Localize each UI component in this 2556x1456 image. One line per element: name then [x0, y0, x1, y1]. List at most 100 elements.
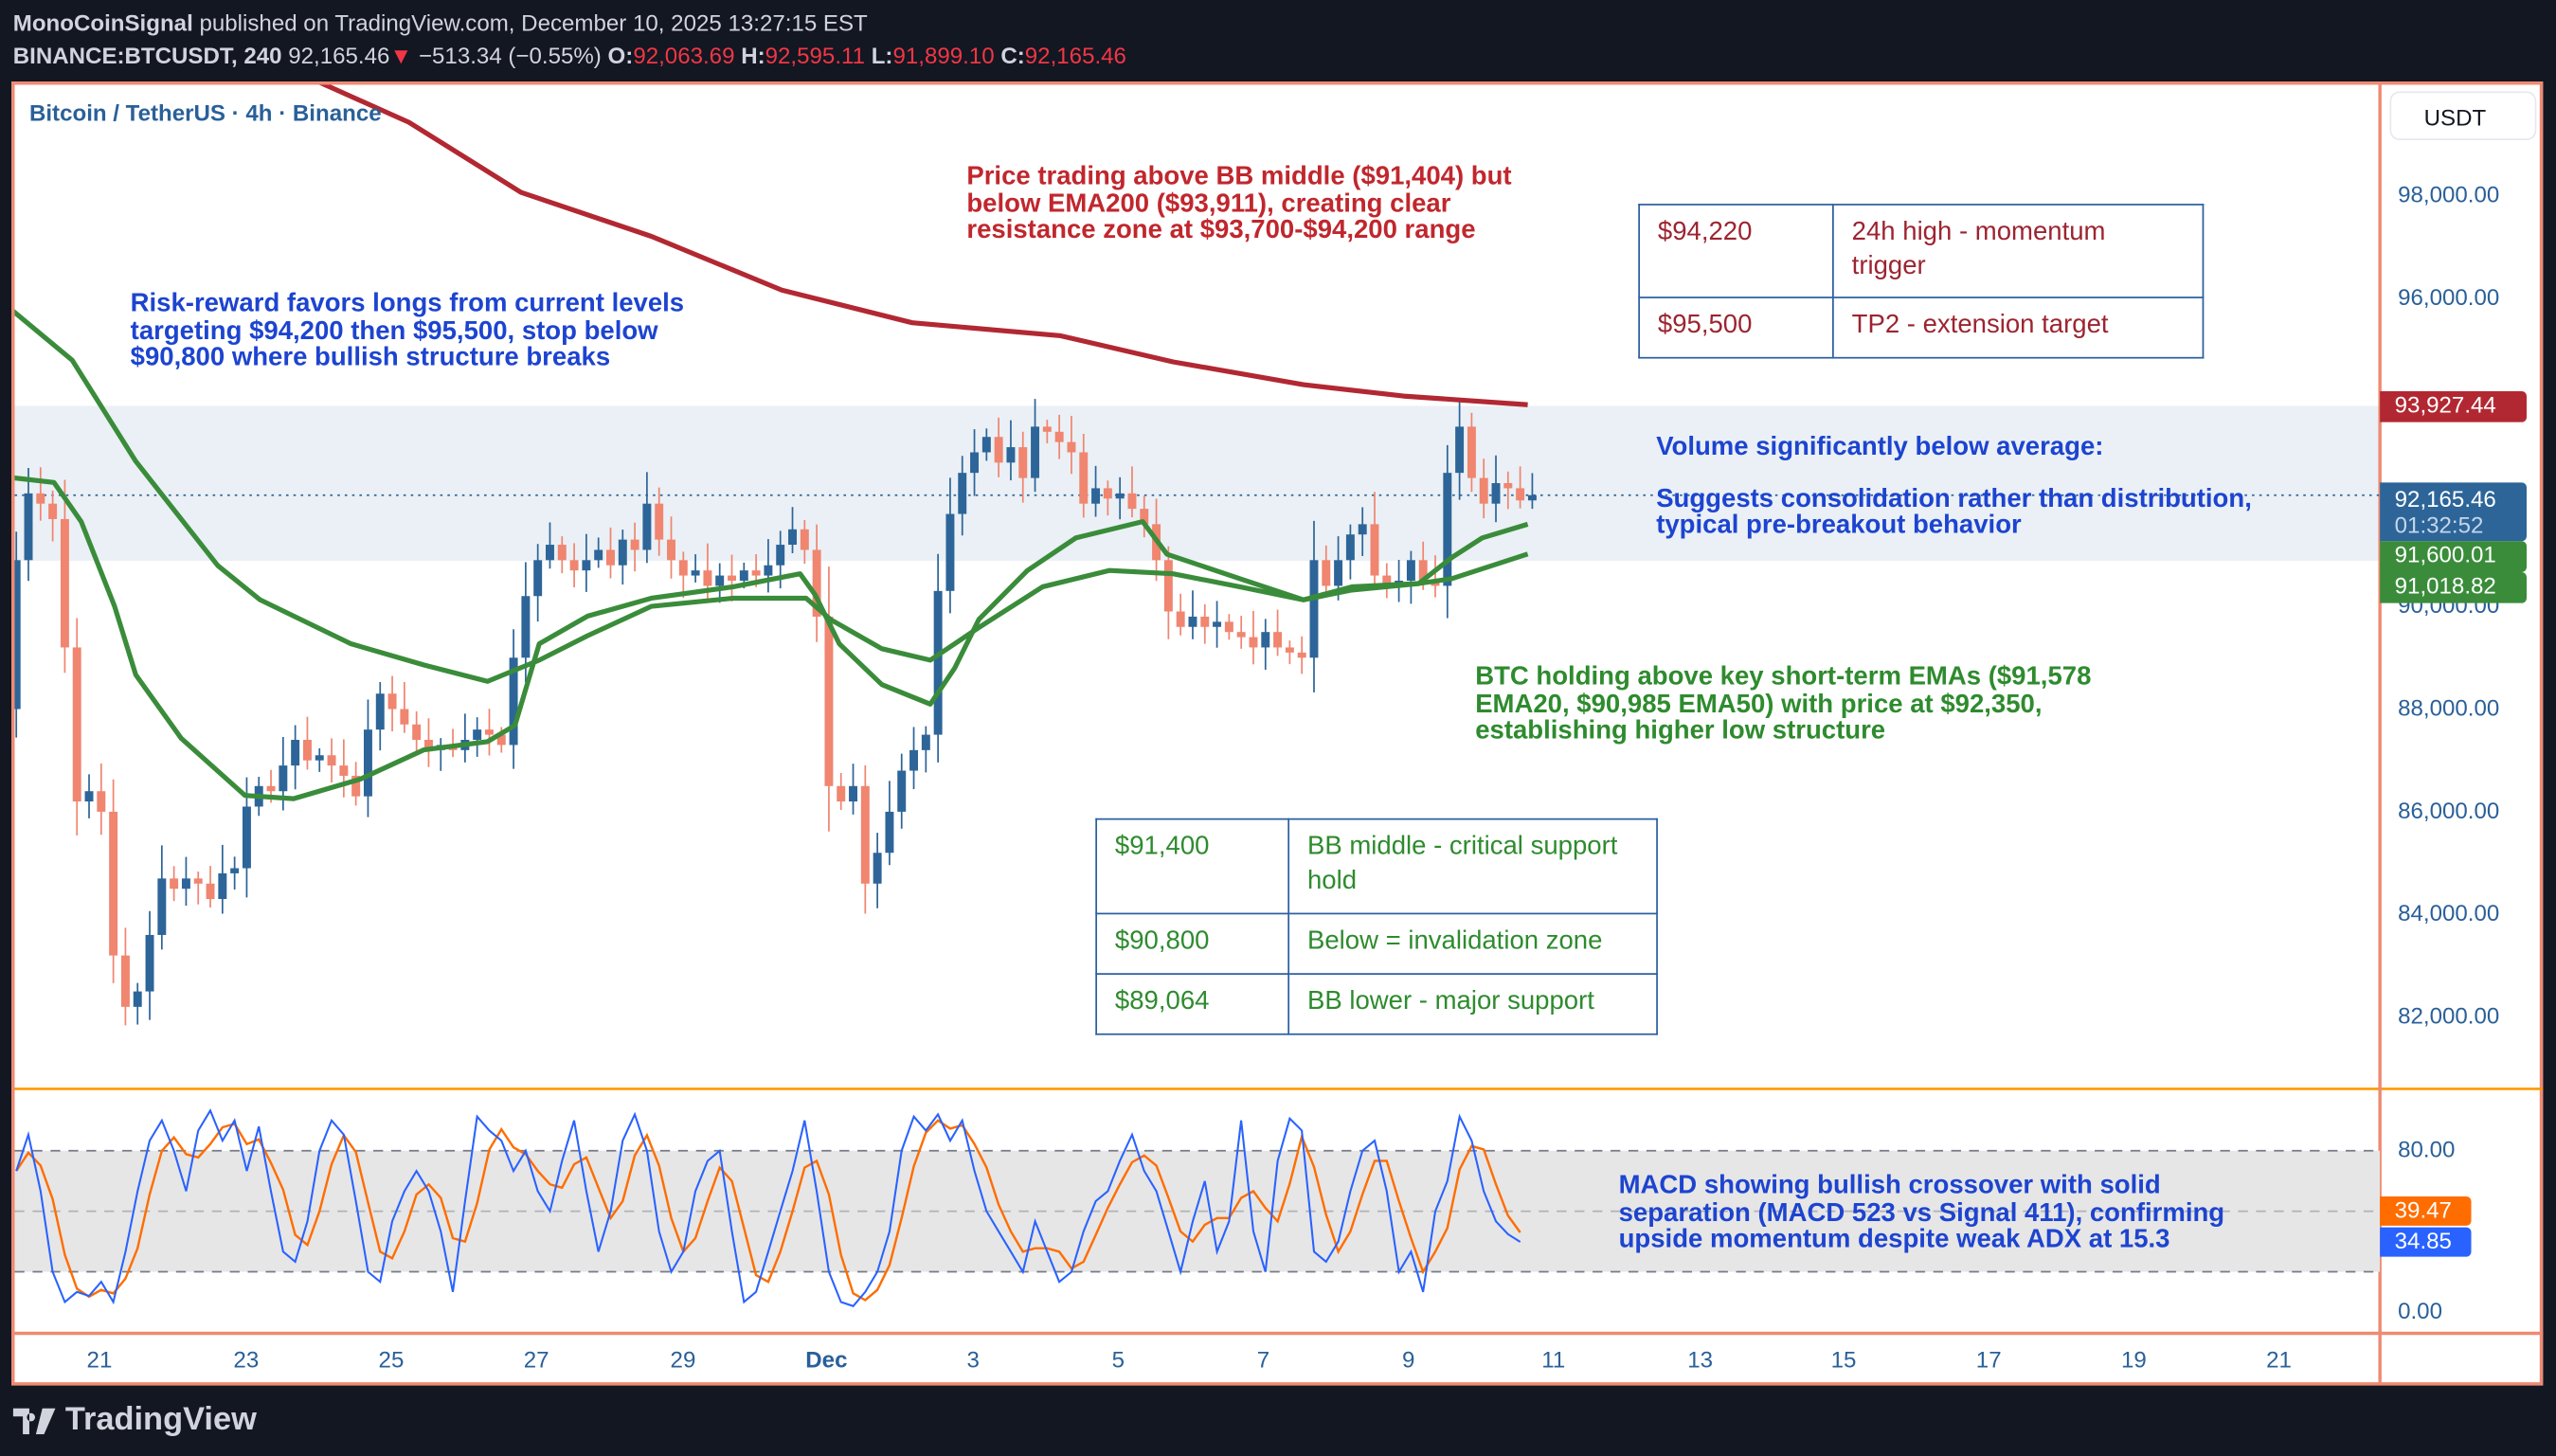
pane-title: Bitcoin / TetherUS · 4h · Binance: [28, 99, 382, 126]
time-tick: 3: [966, 1346, 980, 1373]
time-tick: 7: [1256, 1346, 1270, 1373]
candle-body: [1054, 431, 1064, 442]
bar-countdown: 01:32:52: [2394, 512, 2484, 538]
candle: [423, 718, 433, 767]
candle: [1273, 609, 1283, 656]
candle-body: [824, 616, 834, 786]
candle: [642, 472, 652, 564]
candle-body: [375, 693, 385, 730]
candle-body: [1443, 473, 1452, 586]
candle-body: [849, 785, 857, 802]
time-tick: 19: [2120, 1346, 2147, 1373]
candle-body: [218, 872, 227, 900]
candle: [1467, 412, 1476, 493]
candle-body: [788, 529, 797, 546]
low-value: 91,899.10: [892, 42, 995, 69]
time-tick: 29: [670, 1346, 696, 1373]
candle-body: [655, 503, 664, 540]
candle: [557, 536, 567, 574]
tradingview-logo[interactable]: TradingView: [12, 1402, 257, 1440]
annotation-line: MACD showing bullish crossover with soli…: [1618, 1172, 2161, 1200]
candle-body: [157, 878, 167, 935]
candle-body: [981, 437, 991, 453]
candle-body: [339, 765, 349, 776]
ema50-line: [14, 309, 1529, 684]
high-value: 92,595.11: [765, 42, 866, 69]
candle-body: [715, 575, 725, 586]
candle-body: [606, 549, 615, 566]
candle-body: [569, 560, 579, 571]
time-tick: 25: [378, 1346, 405, 1373]
candle-body: [1018, 447, 1028, 478]
price-tick: 98,000.00: [2398, 180, 2500, 207]
candle-body: [351, 775, 361, 797]
candle: [206, 866, 215, 908]
author-name[interactable]: MonoCoinSignal: [12, 9, 193, 36]
annotation-bb-ema: Price trading above BB middle ($91,404) …: [966, 164, 1511, 245]
candle: [145, 910, 154, 1020]
open-value: 92,063.69: [633, 42, 735, 69]
last-price: 92,165.46: [288, 42, 390, 69]
time-tick: 17: [1975, 1346, 2002, 1373]
publish-line: MonoCoinSignal published on TradingView.…: [13, 9, 868, 36]
candle-body: [1261, 632, 1270, 648]
candle: [170, 866, 179, 902]
candle: [824, 566, 834, 832]
candle-body: [728, 575, 736, 581]
candle-body: [812, 549, 821, 617]
candle-body: [1345, 534, 1355, 561]
annotation-line: Volume significantly below average:: [1656, 433, 2104, 461]
candle: [1188, 590, 1197, 639]
candle: [1406, 550, 1415, 604]
candle: [1176, 593, 1185, 636]
candle-body: [1479, 477, 1488, 504]
ema200-line: [318, 84, 1528, 407]
price-tick: 86,000.00: [2398, 797, 2500, 823]
candle-body: [678, 560, 688, 576]
candle: [788, 507, 797, 553]
candle-body: [97, 791, 106, 812]
annotation-line: EMA20, $90,985 EMA50) with price at $92,…: [1475, 690, 2043, 718]
annotation-risk-reward: Risk-reward favors longs from current le…: [131, 291, 684, 372]
candle: [72, 618, 81, 836]
candle: [1382, 563, 1392, 599]
candle: [48, 490, 58, 542]
candle: [569, 543, 579, 588]
candle-body: [945, 513, 955, 591]
candle: [1042, 420, 1052, 443]
candle: [1091, 465, 1101, 517]
candle: [1455, 399, 1465, 500]
candle: [1031, 399, 1040, 493]
candle-body: [1334, 560, 1343, 586]
candle: [363, 699, 372, 818]
candle-body: [315, 755, 324, 761]
candle: [1297, 636, 1306, 674]
candle: [715, 563, 725, 603]
stoch-k-label: 34.85: [2380, 1227, 2472, 1257]
candle: [1443, 444, 1452, 619]
candle-body: [873, 853, 882, 884]
ema200-price-label: 93,927.44: [2380, 390, 2528, 422]
candle: [1322, 545, 1331, 596]
osc-tick-80: 80.00: [2398, 1136, 2456, 1162]
currency-button[interactable]: USDT: [2389, 91, 2537, 140]
price-change: −513.34 (−0.55%): [418, 42, 602, 69]
candle-body: [1200, 616, 1210, 627]
candle-body: [933, 590, 943, 735]
candle-body: [1273, 632, 1283, 648]
candle-body: [557, 545, 567, 561]
candle: [630, 522, 639, 572]
candle: [521, 562, 531, 683]
price-tick: 88,000.00: [2398, 694, 2500, 721]
oscillator-band: [14, 1150, 2381, 1272]
candle: [36, 467, 45, 521]
candle-body: [630, 539, 639, 550]
candle-body: [885, 811, 894, 854]
table-cell-price: $90,800: [1095, 912, 1290, 975]
candle: [460, 713, 470, 763]
candle: [193, 872, 203, 905]
annotation-line: upside momentum despite weak ADX at 15.3: [1618, 1225, 2170, 1254]
candle-body: [594, 549, 603, 561]
